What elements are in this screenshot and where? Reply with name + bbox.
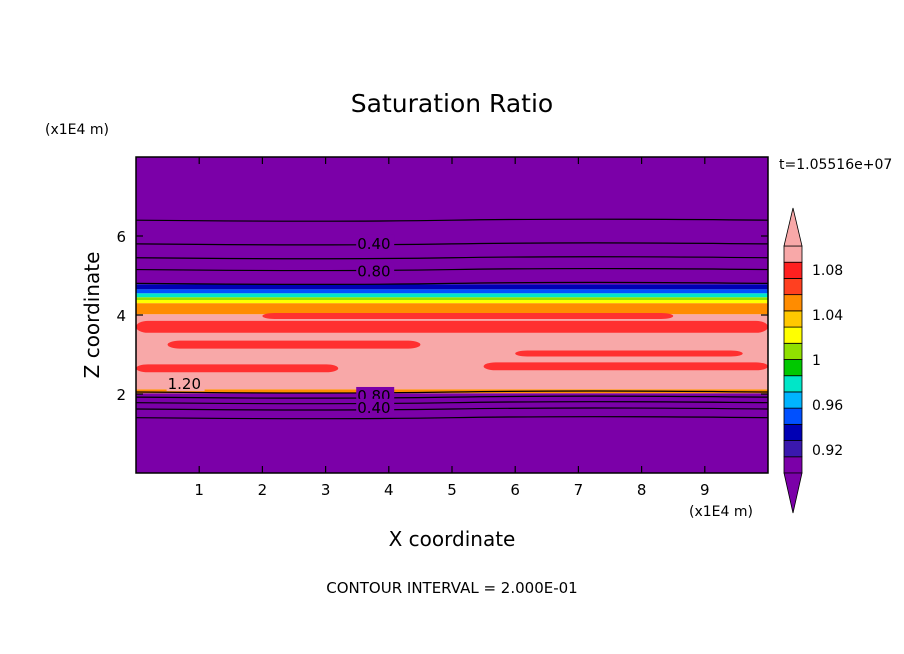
contour-streak-3 <box>136 364 339 373</box>
y-unit-label: (x1E4 m) <box>45 122 109 138</box>
x-tick-label-0: 1 <box>194 481 204 499</box>
contour-labels: 0.400.801.200.800.40 <box>166 234 395 417</box>
x-axis: 1 2 3 4 5 6 7 8 9 <box>194 157 710 499</box>
x-axis-label: X coordinate <box>389 527 516 551</box>
y-tick-label-1: 4 <box>116 307 126 325</box>
x-tick-label-8: 9 <box>700 481 710 499</box>
colorbar-swatch-5 <box>783 375 803 393</box>
contour-line-6 <box>135 395 769 399</box>
chart-title: Saturation Ratio <box>351 89 553 118</box>
contour-line-3 <box>135 267 769 272</box>
colorbar-top-arrow <box>783 207 803 247</box>
colorbar-swatch-11 <box>783 278 803 296</box>
colorbar-label-0: 0.92 <box>812 443 843 459</box>
colorbar-swatch-0 <box>783 456 803 474</box>
y-tick-label-2: 6 <box>116 228 126 246</box>
time-label: t=1.05516e+07 <box>779 157 892 173</box>
contour-band-3 <box>136 303 768 315</box>
x-tick-label-2: 3 <box>321 481 331 499</box>
contour-streak-4 <box>483 362 768 371</box>
contour-streaks <box>136 313 768 373</box>
y-tick-label-0: 2 <box>116 386 126 404</box>
contour-band-4 <box>136 299 768 304</box>
colorbar: 0.92 0.96 1 1.04 1.08 <box>783 207 843 514</box>
x-tick-label-4: 5 <box>447 481 457 499</box>
colorbar-swatch-10 <box>783 294 803 312</box>
contour-line-2 <box>135 256 769 260</box>
contour-line-0 <box>135 218 769 222</box>
x-tick-label-1: 2 <box>258 481 268 499</box>
colorbar-bottom-arrow <box>783 472 803 514</box>
colorbar-swatch-3 <box>783 407 803 425</box>
colorbar-label-1: 0.96 <box>812 398 843 414</box>
contour-label-1: 0.80 <box>357 263 390 281</box>
contour-line-5 <box>135 390 769 394</box>
colorbar-swatch-12 <box>783 261 803 279</box>
contour-line-7 <box>135 401 769 405</box>
colorbar-swatch-6 <box>783 359 803 377</box>
contour-streak-1 <box>167 340 421 349</box>
colorbar-label-3: 1.04 <box>812 308 843 324</box>
colorbar-swatch-2 <box>783 423 803 441</box>
colorbar-swatch-13 <box>783 245 803 263</box>
colorbar-swatch-1 <box>783 440 803 458</box>
contour-label-bg-2 <box>166 375 205 392</box>
colorbar-swatch-9 <box>783 310 803 328</box>
contour-line-9 <box>135 416 769 420</box>
contour-label-2: 1.20 <box>168 375 201 393</box>
contour-label-4: 0.40 <box>357 399 390 417</box>
contour-label-0: 0.40 <box>357 235 390 253</box>
colorbar-swatch-8 <box>783 326 803 344</box>
contour-label-bg-0 <box>356 234 395 251</box>
colorbar-swatch-4 <box>783 391 803 409</box>
contour-label-bg-1 <box>356 262 395 279</box>
contour-band-6 <box>136 293 768 298</box>
x-unit-label: (x1E4 m) <box>689 504 753 520</box>
colorbar-label-2: 1 <box>812 353 821 369</box>
contour-line-8 <box>135 407 769 411</box>
y-axis: 2 4 6 <box>116 228 768 404</box>
contour-band-7 <box>136 289 768 294</box>
contour-band-0 <box>136 393 768 473</box>
contour-line-1 <box>135 242 769 246</box>
x-tick-label-6: 7 <box>574 481 584 499</box>
contour-line-4 <box>135 281 769 285</box>
contour-lines <box>135 218 769 420</box>
x-tick-label-3: 4 <box>384 481 394 499</box>
contour-label-bg-4 <box>356 398 395 415</box>
x-tick-label-5: 6 <box>510 481 520 499</box>
y-axis-label: Z coordinate <box>80 252 104 379</box>
contour-streak-2 <box>515 350 743 357</box>
colorbar-label-4: 1.08 <box>812 263 843 279</box>
contour-band-8 <box>136 284 768 290</box>
contour-band-5 <box>136 297 768 300</box>
contour-streak-5 <box>262 313 674 319</box>
contour-band-1 <box>136 389 768 394</box>
colorbar-swatch-7 <box>783 342 803 360</box>
x-tick-label-7: 8 <box>637 481 647 499</box>
contour-interval-label: CONTOUR INTERVAL = 2.000E-01 <box>326 579 577 597</box>
contour-streak-0 <box>136 320 768 333</box>
